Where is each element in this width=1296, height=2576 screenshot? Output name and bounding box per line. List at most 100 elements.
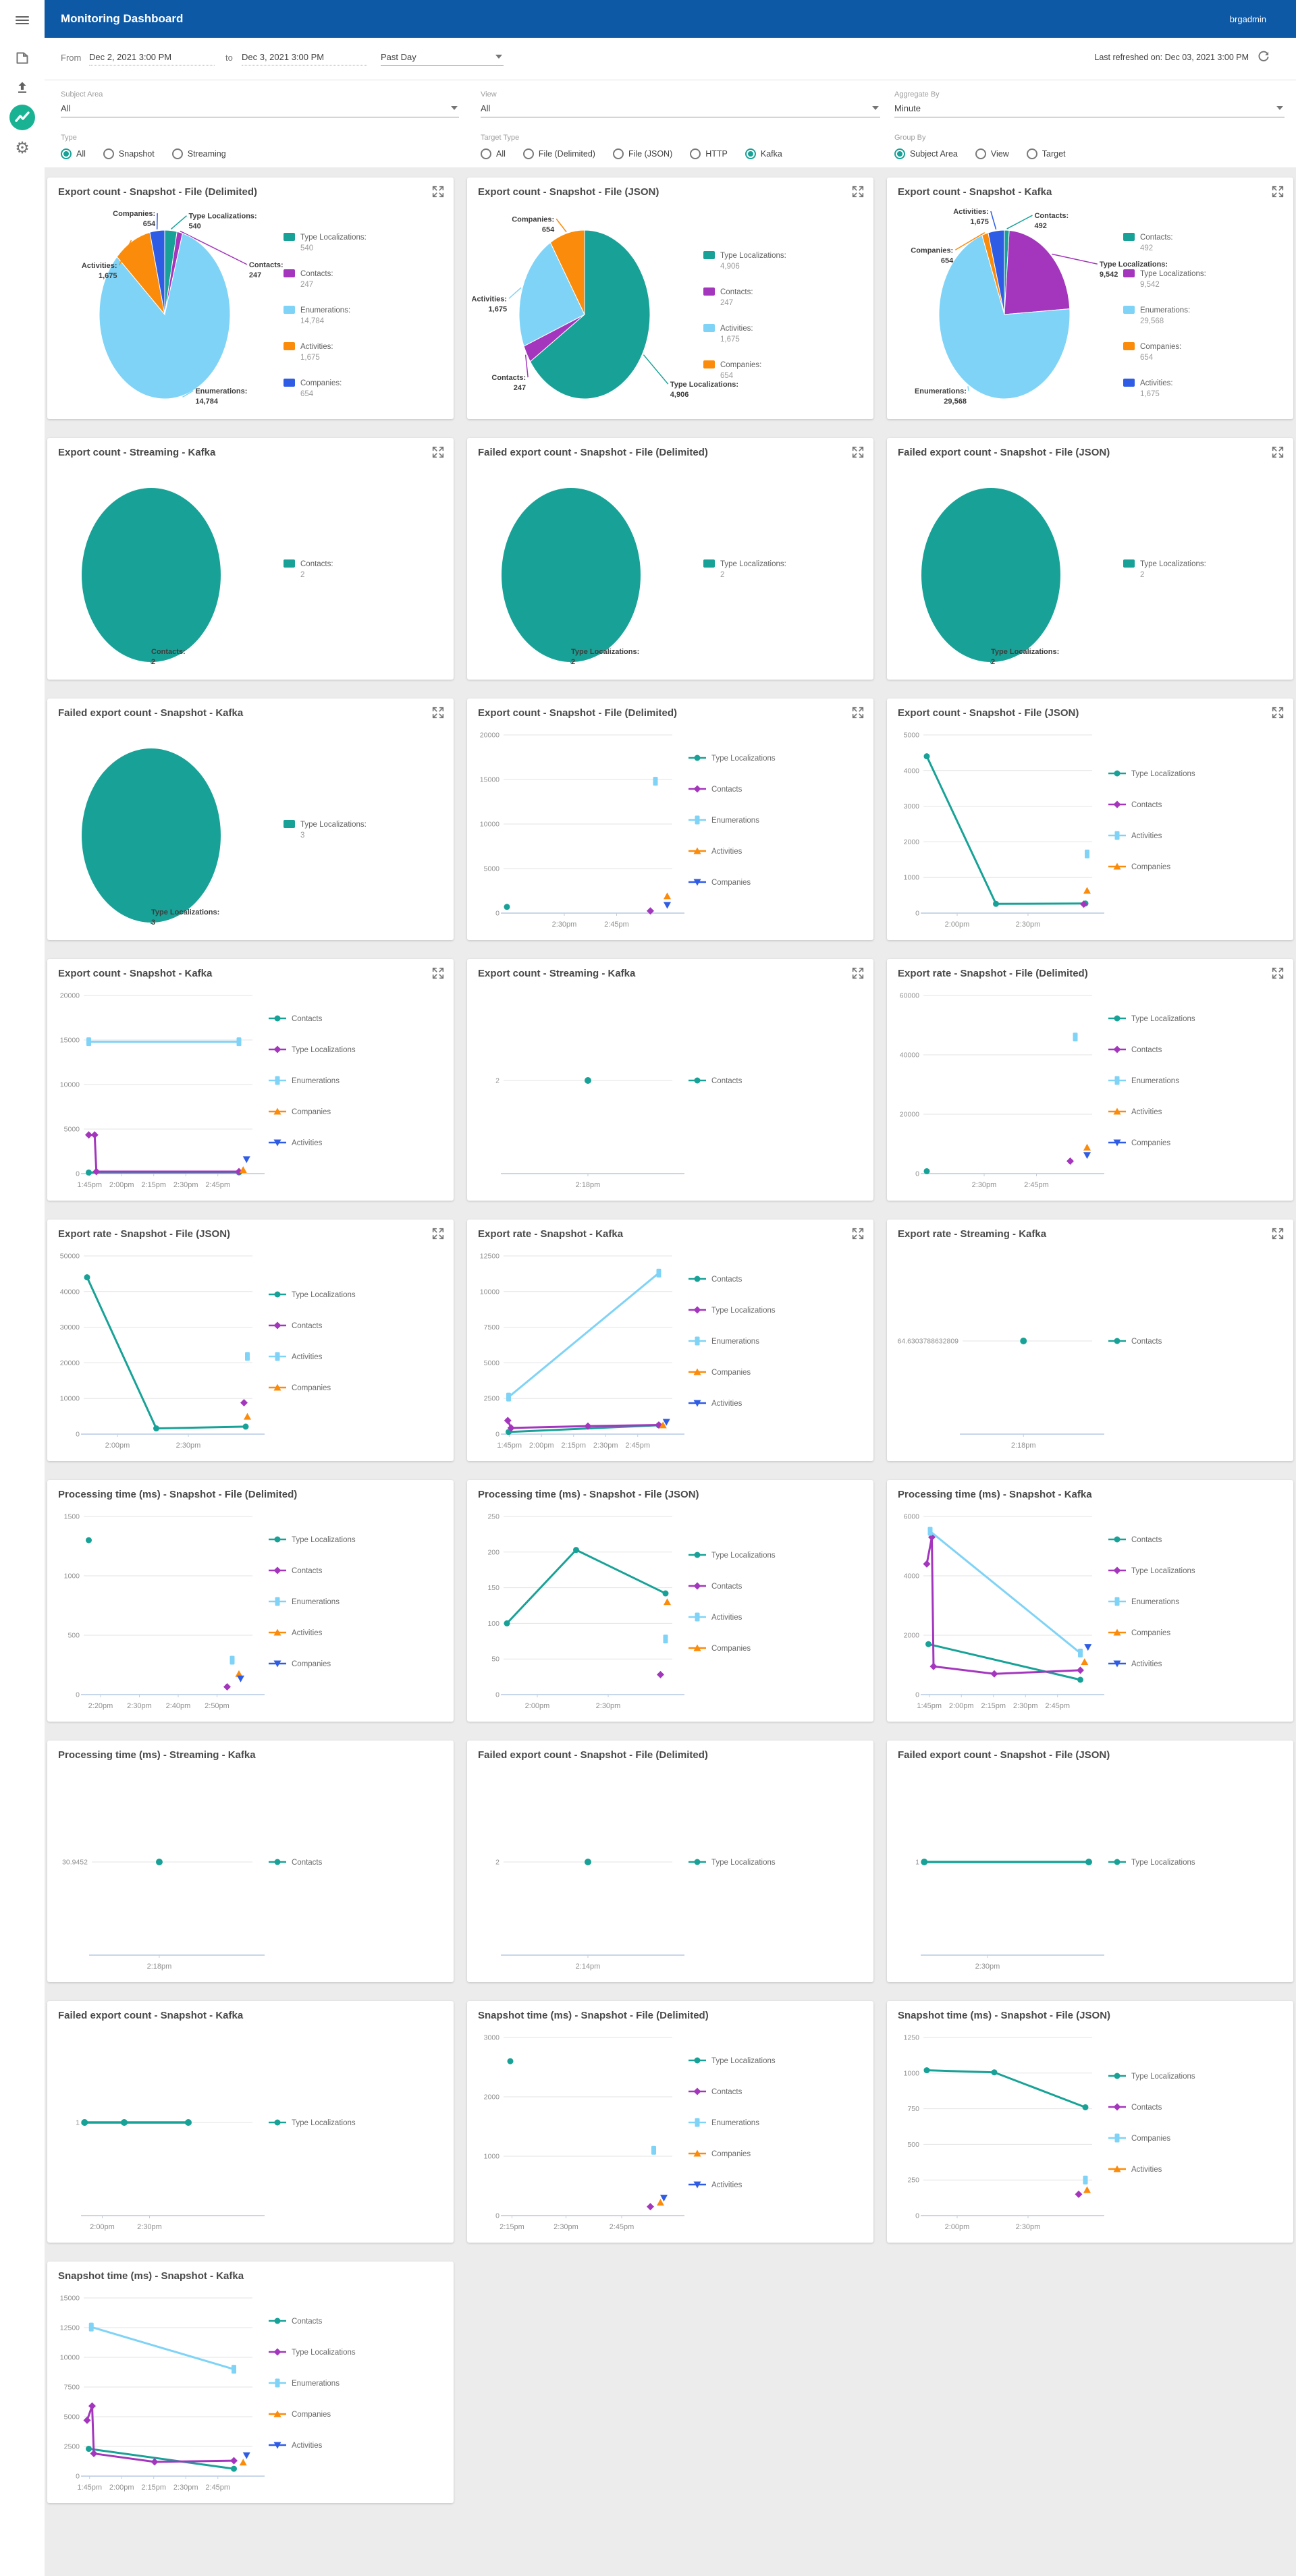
expand-icon[interactable] — [850, 966, 865, 984]
radio-all[interactable]: All — [61, 148, 86, 159]
radio-circle-icon — [171, 148, 183, 159]
svg-text:10000: 10000 — [60, 2354, 80, 2362]
card-title: Export count - Snapshot - Kafka — [58, 968, 213, 979]
svg-text:Companies: Companies — [1131, 2135, 1170, 2143]
expand-icon[interactable] — [431, 1226, 446, 1244]
svg-text:Type Localizations: Type Localizations — [711, 2057, 776, 2065]
svg-text:Type Localizations:: Type Localizations: — [720, 252, 786, 260]
expand-icon[interactable] — [1270, 1226, 1285, 1244]
radio-streaming[interactable]: Streaming — [171, 148, 226, 159]
svg-text:10000: 10000 — [60, 1081, 80, 1089]
svg-text:2: 2 — [1140, 571, 1144, 579]
svg-text:2000: 2000 — [904, 1632, 920, 1640]
expand-icon[interactable] — [850, 184, 865, 202]
pie-chart: Type Localizations: 3 Type Localizations: 3 — [82, 748, 367, 927]
radio-file-json-[interactable]: File (JSON) — [612, 148, 673, 159]
svg-text:2:15pm: 2:15pm — [561, 1442, 586, 1450]
radio-kafka[interactable]: Kafka — [745, 148, 782, 159]
svg-text:Contacts:: Contacts: — [300, 270, 333, 278]
radio-label: File (JSON) — [628, 149, 673, 159]
svg-text:7500: 7500 — [64, 2384, 80, 2392]
card-title: Export count - Snapshot - File (JSON) — [898, 707, 1079, 719]
radio-view[interactable]: View — [975, 148, 1009, 159]
chart-card: Export count - Snapshot - Kafka 0 5000 1000… — [47, 959, 454, 1201]
expand-icon[interactable] — [850, 1226, 865, 1244]
radio-label: Target — [1042, 149, 1066, 159]
svg-text:Contacts:: Contacts: — [300, 560, 333, 568]
svg-text:750: 750 — [907, 2105, 919, 2113]
card-title: Failed export count - Snapshot - Kafka — [58, 2010, 244, 2021]
radio-target[interactable]: Target — [1026, 148, 1066, 159]
svg-text:Contacts:: Contacts: — [1034, 212, 1069, 220]
svg-text:Contacts:: Contacts: — [1140, 234, 1173, 242]
to-date-input[interactable]: Dec 3, 2021 3:00 PM — [242, 52, 367, 65]
svg-text:Activities: Activities — [292, 2442, 323, 2450]
svg-text:0: 0 — [495, 1431, 500, 1439]
svg-text:0: 0 — [915, 1170, 919, 1178]
file-icon — [14, 50, 30, 70]
expand-icon[interactable] — [431, 184, 446, 202]
subject-area-select[interactable]: Subject Area All — [61, 90, 459, 117]
sidebar-item-settings[interactable]: ⚙ — [0, 134, 45, 163]
svg-text:10000: 10000 — [480, 821, 500, 829]
svg-text:2:45pm: 2:45pm — [604, 921, 629, 929]
svg-text:Enumerations:: Enumerations: — [915, 387, 967, 395]
svg-text:1000: 1000 — [904, 2069, 920, 2077]
card-title: Export rate - Streaming - Kafka — [898, 1228, 1047, 1240]
radio-subject-area[interactable]: Subject Area — [894, 148, 958, 159]
svg-text:2:18pm: 2:18pm — [147, 1963, 172, 1971]
chart-card: Failed export count - Snapshot - File (D… — [467, 1741, 873, 1982]
expand-icon[interactable] — [431, 705, 446, 723]
expand-icon[interactable] — [850, 705, 865, 723]
menu-button[interactable] — [0, 5, 45, 35]
card-title: Snapshot time (ms) - Snapshot - File (De… — [478, 2010, 709, 2021]
svg-text:1,675: 1,675 — [720, 335, 740, 344]
expand-icon[interactable] — [1270, 184, 1285, 202]
svg-text:40000: 40000 — [900, 1051, 919, 1060]
refresh-icon[interactable] — [1257, 50, 1270, 67]
svg-text:Type Localizations:: Type Localizations: — [991, 648, 1059, 656]
svg-text:2:30pm: 2:30pm — [1016, 921, 1041, 929]
expand-icon[interactable] — [850, 445, 865, 463]
svg-text:2:30pm: 2:30pm — [593, 1442, 618, 1450]
sidebar-item-upload[interactable] — [0, 74, 45, 104]
expand-icon[interactable] — [1270, 966, 1285, 984]
svg-text:64.6303788632809: 64.6303788632809 — [897, 1338, 959, 1346]
expand-icon[interactable] — [1270, 445, 1285, 463]
sidebar-item-monitoring-active[interactable] — [0, 104, 45, 134]
single-chart: 30.9452 2:18pm Contacts — [62, 1859, 323, 1971]
expand-icon[interactable] — [431, 966, 446, 984]
svg-text:1000: 1000 — [904, 874, 920, 882]
svg-text:Companies:: Companies: — [720, 361, 761, 369]
svg-text:1250: 1250 — [904, 2034, 920, 2042]
expand-icon[interactable] — [431, 445, 446, 463]
aggregate-by-select[interactable]: Aggregate By Minute — [894, 90, 1285, 117]
sidebar-item-files[interactable] — [0, 45, 45, 74]
chart-card: Failed export count - Snapshot - File (D… — [467, 438, 873, 680]
chart-card: Processing time (ms) - Streaming - Kafka… — [47, 1741, 454, 1982]
card-title: Export count - Snapshot - File (Delimite… — [478, 707, 678, 719]
pie-chart: Type Localizations: 4,906 Contacts: 247 Acti… — [471, 215, 786, 400]
radio-circle-icon — [975, 148, 986, 159]
svg-text:2:45pm: 2:45pm — [1024, 1181, 1049, 1189]
svg-text:Activities: Activities — [292, 1353, 323, 1361]
svg-text:10000: 10000 — [60, 1395, 80, 1403]
range-select[interactable]: Past Day — [381, 52, 504, 66]
svg-text:0: 0 — [495, 910, 500, 918]
svg-text:Companies: Companies — [1131, 1629, 1170, 1637]
radio-file-delimited-[interactable]: File (Delimited) — [522, 148, 595, 159]
radio-http[interactable]: HTTP — [690, 148, 728, 159]
svg-text:2:15pm: 2:15pm — [500, 2223, 524, 2231]
view-select[interactable]: View All — [481, 90, 880, 117]
radio-all[interactable]: All — [481, 148, 506, 159]
svg-text:Contacts: Contacts — [1131, 2104, 1162, 2112]
username[interactable]: brgadmin — [1229, 13, 1266, 24]
from-date-input[interactable]: Dec 2, 2021 3:00 PM — [89, 52, 215, 65]
svg-text:15000: 15000 — [60, 2295, 80, 2303]
group-by-filter-group: Group By Subject Area View Target — [894, 134, 1066, 159]
radio-snapshot[interactable]: Snapshot — [103, 148, 155, 159]
line-chart: 0 5000 10000 15000 20000 1:45pm 2:00pm 2:15pm 2:… — [60, 992, 356, 1190]
svg-text:6000: 6000 — [904, 1513, 920, 1521]
svg-text:247: 247 — [249, 271, 261, 279]
expand-icon[interactable] — [1270, 705, 1285, 723]
